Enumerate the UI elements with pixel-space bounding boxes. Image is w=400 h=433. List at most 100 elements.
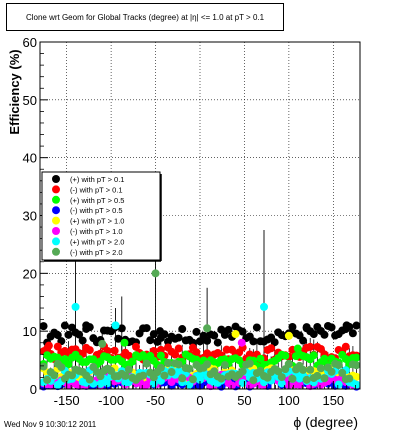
data-point (306, 342, 315, 351)
data-point (316, 364, 325, 373)
data-point (64, 360, 73, 369)
data-point (128, 357, 137, 366)
data-point (39, 322, 48, 331)
data-point (85, 346, 94, 355)
data-point (320, 374, 329, 383)
data-point (222, 345, 231, 354)
legend-entry-label: (-) with pT > 0.1 (70, 185, 123, 194)
legend-marker (52, 216, 60, 225)
data-point (160, 371, 169, 380)
data-point (156, 327, 164, 336)
data-point (53, 331, 62, 340)
data-point (174, 333, 183, 342)
data-point (224, 325, 233, 334)
data-point (249, 337, 258, 346)
data-point (124, 365, 133, 374)
data-point (237, 338, 246, 347)
chart-title: Clone wrt Geom for Global Tracks (degree… (6, 3, 284, 31)
data-point (334, 380, 343, 389)
y-tick-label: 60 (23, 35, 37, 50)
legend-marker (52, 247, 60, 256)
data-point (142, 380, 151, 389)
data-point (98, 339, 107, 348)
data-point (142, 359, 151, 368)
data-point (203, 336, 212, 345)
x-tick-label: -150 (54, 393, 80, 408)
data-point (142, 324, 151, 333)
data-point (260, 302, 268, 311)
data-point (39, 362, 48, 371)
legend-marker (52, 237, 60, 246)
timestamp: Wed Nov 9 10:30:12 2011 (4, 420, 97, 429)
data-point (156, 351, 165, 360)
legend-marker (52, 175, 60, 183)
data-point (274, 367, 283, 376)
data-point (284, 360, 293, 369)
data-point (238, 327, 247, 336)
data-point (196, 370, 204, 379)
data-point (231, 330, 240, 339)
data-point (60, 321, 69, 330)
data-point (327, 367, 336, 376)
legend-entry-label: (+) with pT > 1.0 (70, 217, 124, 226)
legend-entry-label: (+) with pT > 2.0 (70, 237, 124, 246)
legend: (+) with pT > 0.1(-) with pT > 0.1 (+) wi… (41, 171, 162, 262)
data-point (185, 364, 194, 373)
data-point (146, 336, 155, 345)
data-point (313, 371, 322, 380)
data-point (50, 371, 59, 380)
x-tick-label: -100 (98, 393, 124, 408)
data-point (277, 379, 286, 388)
x-axis: -150 -100 -50 0 50 100 150 (44, 381, 356, 408)
x-axis-label: ϕ (degree) (293, 414, 358, 430)
legend-entry-label: (-) with pT > 0.5 (70, 206, 123, 215)
y-axis-label: Efficiency (%) (7, 49, 22, 134)
data-point (217, 374, 226, 383)
y-tick-label: 40 (23, 151, 37, 166)
data-point (203, 324, 212, 333)
data-point (220, 361, 229, 370)
data-point (164, 359, 172, 368)
data-point (82, 321, 91, 330)
data-point (352, 361, 361, 370)
data-point (281, 351, 290, 360)
data-point (174, 360, 183, 369)
data-point (111, 321, 120, 330)
data-point (299, 336, 308, 345)
legend-box (41, 171, 161, 261)
data-point (44, 341, 53, 350)
data-point (110, 346, 119, 355)
data-point (352, 321, 361, 330)
data-point (156, 363, 165, 372)
x-tick-label: 100 (278, 393, 300, 408)
y-tick-label: 30 (23, 209, 37, 224)
chart-title-text: Clone wrt Geom for Global Tracks (degree… (25, 12, 265, 22)
data-point (320, 354, 329, 363)
data-point (277, 373, 286, 382)
data-point (120, 338, 129, 347)
data-point (320, 330, 329, 339)
data-point (309, 351, 318, 360)
data-point (64, 330, 73, 339)
x-tick-label: -50 (146, 393, 165, 408)
legend-marker (52, 206, 60, 215)
data-point (267, 344, 276, 353)
legend-entry-label: (-) with pT > 2.0 (70, 248, 123, 257)
x-tick-label: 150 (322, 393, 344, 408)
y-tick-label: 50 (23, 93, 37, 108)
data-point (352, 380, 361, 389)
data-point (78, 336, 87, 345)
data-point (348, 329, 357, 338)
data-point (167, 368, 176, 377)
grid (40, 42, 360, 389)
x-tick-label: 50 (237, 393, 251, 408)
data-point (238, 367, 247, 376)
data-point (151, 269, 160, 278)
data-point (263, 373, 272, 382)
data-point (85, 375, 94, 384)
data-point (270, 338, 279, 347)
y-tick-label: 20 (23, 266, 37, 281)
legend-marker (52, 227, 60, 235)
data-point (114, 334, 123, 343)
